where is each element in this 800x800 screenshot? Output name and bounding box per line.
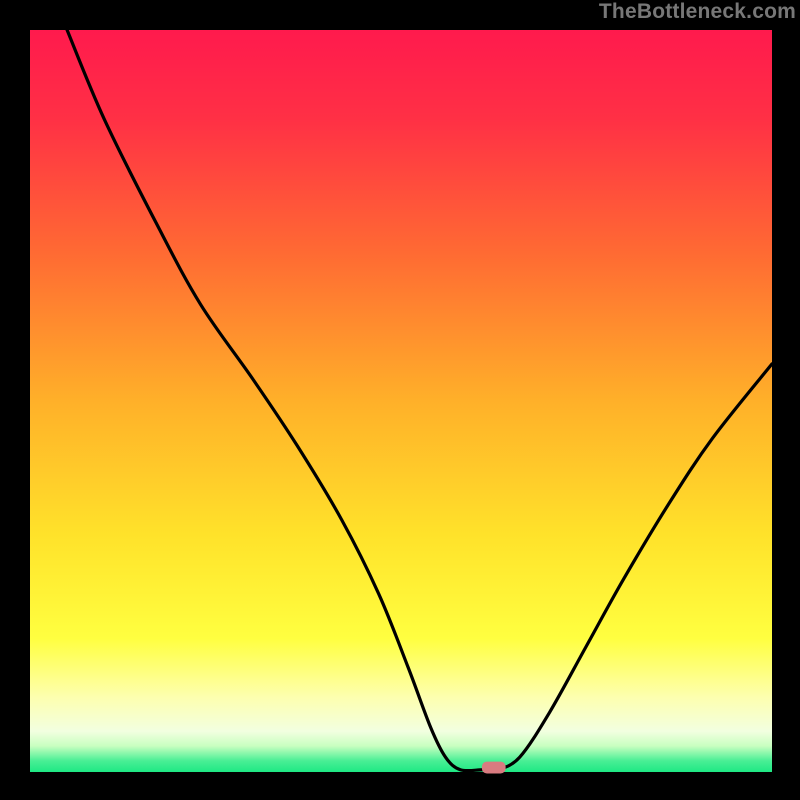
bottleneck-chart-svg — [0, 0, 800, 800]
watermark-text: TheBottleneck.com — [599, 0, 796, 24]
chart-stage: TheBottleneck.com — [0, 0, 800, 800]
optimal-point-marker — [482, 762, 506, 774]
plot-gradient-background — [30, 30, 772, 772]
